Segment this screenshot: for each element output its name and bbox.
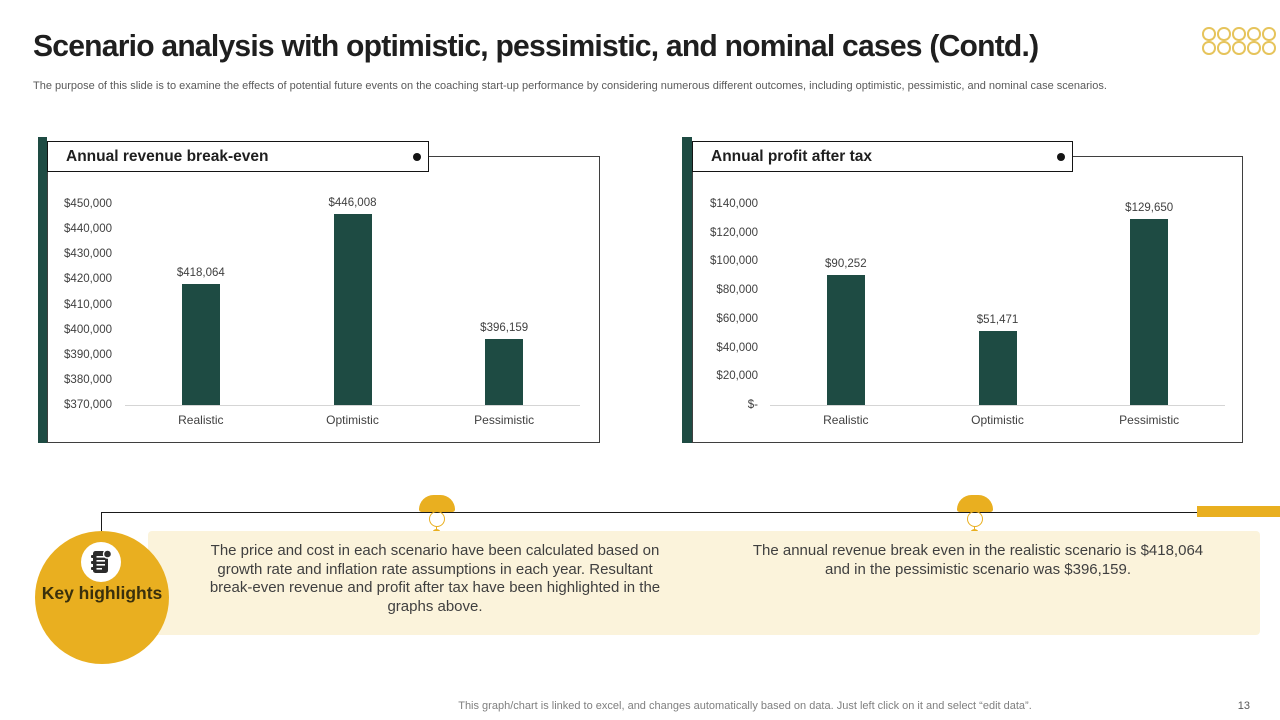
page-title: Scenario analysis with optimistic, pessi… (33, 28, 1039, 63)
x-category-label: Pessimistic (474, 413, 535, 427)
chart-bar-optimistic[interactable] (333, 214, 372, 405)
decor-ring-icon (1247, 27, 1261, 41)
decor-ring-icon (1217, 27, 1231, 41)
connector-line (101, 512, 1197, 513)
y-tick-label: $390,000 (64, 348, 112, 361)
decor-circles-row (1202, 41, 1276, 55)
connector-dot-icon (413, 153, 421, 161)
accent-bar (1197, 506, 1280, 517)
chart-revenue-breakeven[interactable]: $450,000 $440,000 $430,000 $420,000 $410,000… (38, 137, 600, 443)
chart-bar-optimistic[interactable] (978, 331, 1017, 405)
page-subtitle: The purpose of this slide is to examine … (33, 80, 1107, 92)
balloon-marker-icon (419, 495, 455, 538)
accent-strip (682, 137, 692, 443)
decor-ring-icon (1262, 27, 1276, 41)
y-tick-label: $440,000 (64, 223, 112, 236)
y-tick-label: $80,000 (716, 284, 758, 297)
balloon-dome (957, 495, 993, 512)
highlight-note-1: The price and cost in each scenario have… (209, 542, 661, 615)
data-label: $90,252 (825, 258, 867, 271)
x-axis-line (770, 405, 1225, 406)
page-number: 13 (1237, 700, 1250, 712)
x-category-label: Realistic (823, 413, 869, 427)
decor-ring-icon (1217, 41, 1231, 55)
chart-title-box: Annual profit after tax (692, 141, 1073, 172)
data-label: $129,650 (1125, 201, 1174, 214)
x-category-label: Optimistic (326, 413, 379, 427)
chart-profit-after-tax[interactable]: $140,000 $120,000 $100,000 $80,000 $60,000 $4… (682, 137, 1243, 443)
y-tick-label: $100,000 (710, 255, 758, 268)
chart-title: Annual revenue break-even (66, 147, 269, 165)
x-category-label: Pessimistic (1119, 413, 1180, 427)
decor-ring-icon (1232, 41, 1246, 55)
highlights-band (148, 531, 1260, 635)
data-label: $446,008 (328, 197, 377, 210)
highlight-note-2: The annual revenue break even in the rea… (752, 542, 1204, 578)
decor-ring-icon (1202, 27, 1216, 41)
notes-icon-circle (81, 542, 121, 582)
balloon-ring (967, 511, 983, 527)
x-category-label: Realistic (178, 413, 224, 427)
y-tick-label: $380,000 (64, 373, 112, 386)
y-tick-label: $60,000 (716, 312, 758, 325)
chart-plot-area: $450,000 $440,000 $430,000 $420,000 $410,000… (38, 137, 600, 443)
y-tick-label: $20,000 (716, 370, 758, 383)
x-axis-line (125, 405, 580, 406)
data-label: $396,159 (480, 322, 529, 335)
y-tick-label: $40,000 (716, 341, 758, 354)
decor-ring-icon (1232, 27, 1246, 41)
accent-strip (38, 137, 47, 443)
key-highlights-badge: Key highlights (35, 531, 169, 664)
y-tick-label: $410,000 (64, 298, 112, 311)
y-tick-label: $450,000 (64, 198, 112, 210)
decor-circles-row (1202, 27, 1276, 41)
y-tick-label: $420,000 (64, 273, 112, 286)
decor-circles (1202, 27, 1276, 55)
y-tick-label: $120,000 (710, 226, 758, 239)
chart-bar-realistic[interactable] (181, 284, 220, 405)
key-highlights-label: Key highlights (41, 583, 163, 603)
notes-icon (91, 548, 113, 573)
chart-bar-pessimistic[interactable] (485, 339, 524, 405)
footer-note: This graph/chart is linked to excel, and… (458, 700, 1032, 712)
balloon-dome (419, 495, 455, 512)
chart-bar-realistic[interactable] (826, 275, 865, 405)
decor-ring-icon (1202, 41, 1216, 55)
data-label: $418,064 (176, 267, 225, 280)
y-tick-label: $140,000 (710, 198, 758, 210)
balloon-stem (436, 526, 437, 531)
balloon-ring (429, 511, 445, 527)
chart-title-box: Annual revenue break-even (47, 141, 429, 172)
balloon-stem (974, 526, 975, 531)
balloon-marker-icon (957, 495, 993, 538)
data-label: $51,471 (976, 314, 1019, 327)
chart-plot-area: $140,000 $120,000 $100,000 $80,000 $60,000 $4… (682, 137, 1243, 443)
connector-dot-icon (1057, 153, 1065, 161)
y-tick-label: $400,000 (64, 323, 112, 336)
x-category-label: Optimistic (971, 413, 1024, 427)
chart-bar-pessimistic[interactable] (1130, 218, 1169, 405)
connector-line-vertical (101, 512, 102, 540)
decor-ring-icon (1247, 41, 1261, 55)
decor-ring-icon (1262, 41, 1276, 55)
chart-title: Annual profit after tax (711, 147, 873, 165)
y-tick-label: $370,000 (64, 399, 112, 411)
y-tick-label: $- (747, 399, 758, 411)
y-tick-label: $430,000 (64, 248, 112, 261)
